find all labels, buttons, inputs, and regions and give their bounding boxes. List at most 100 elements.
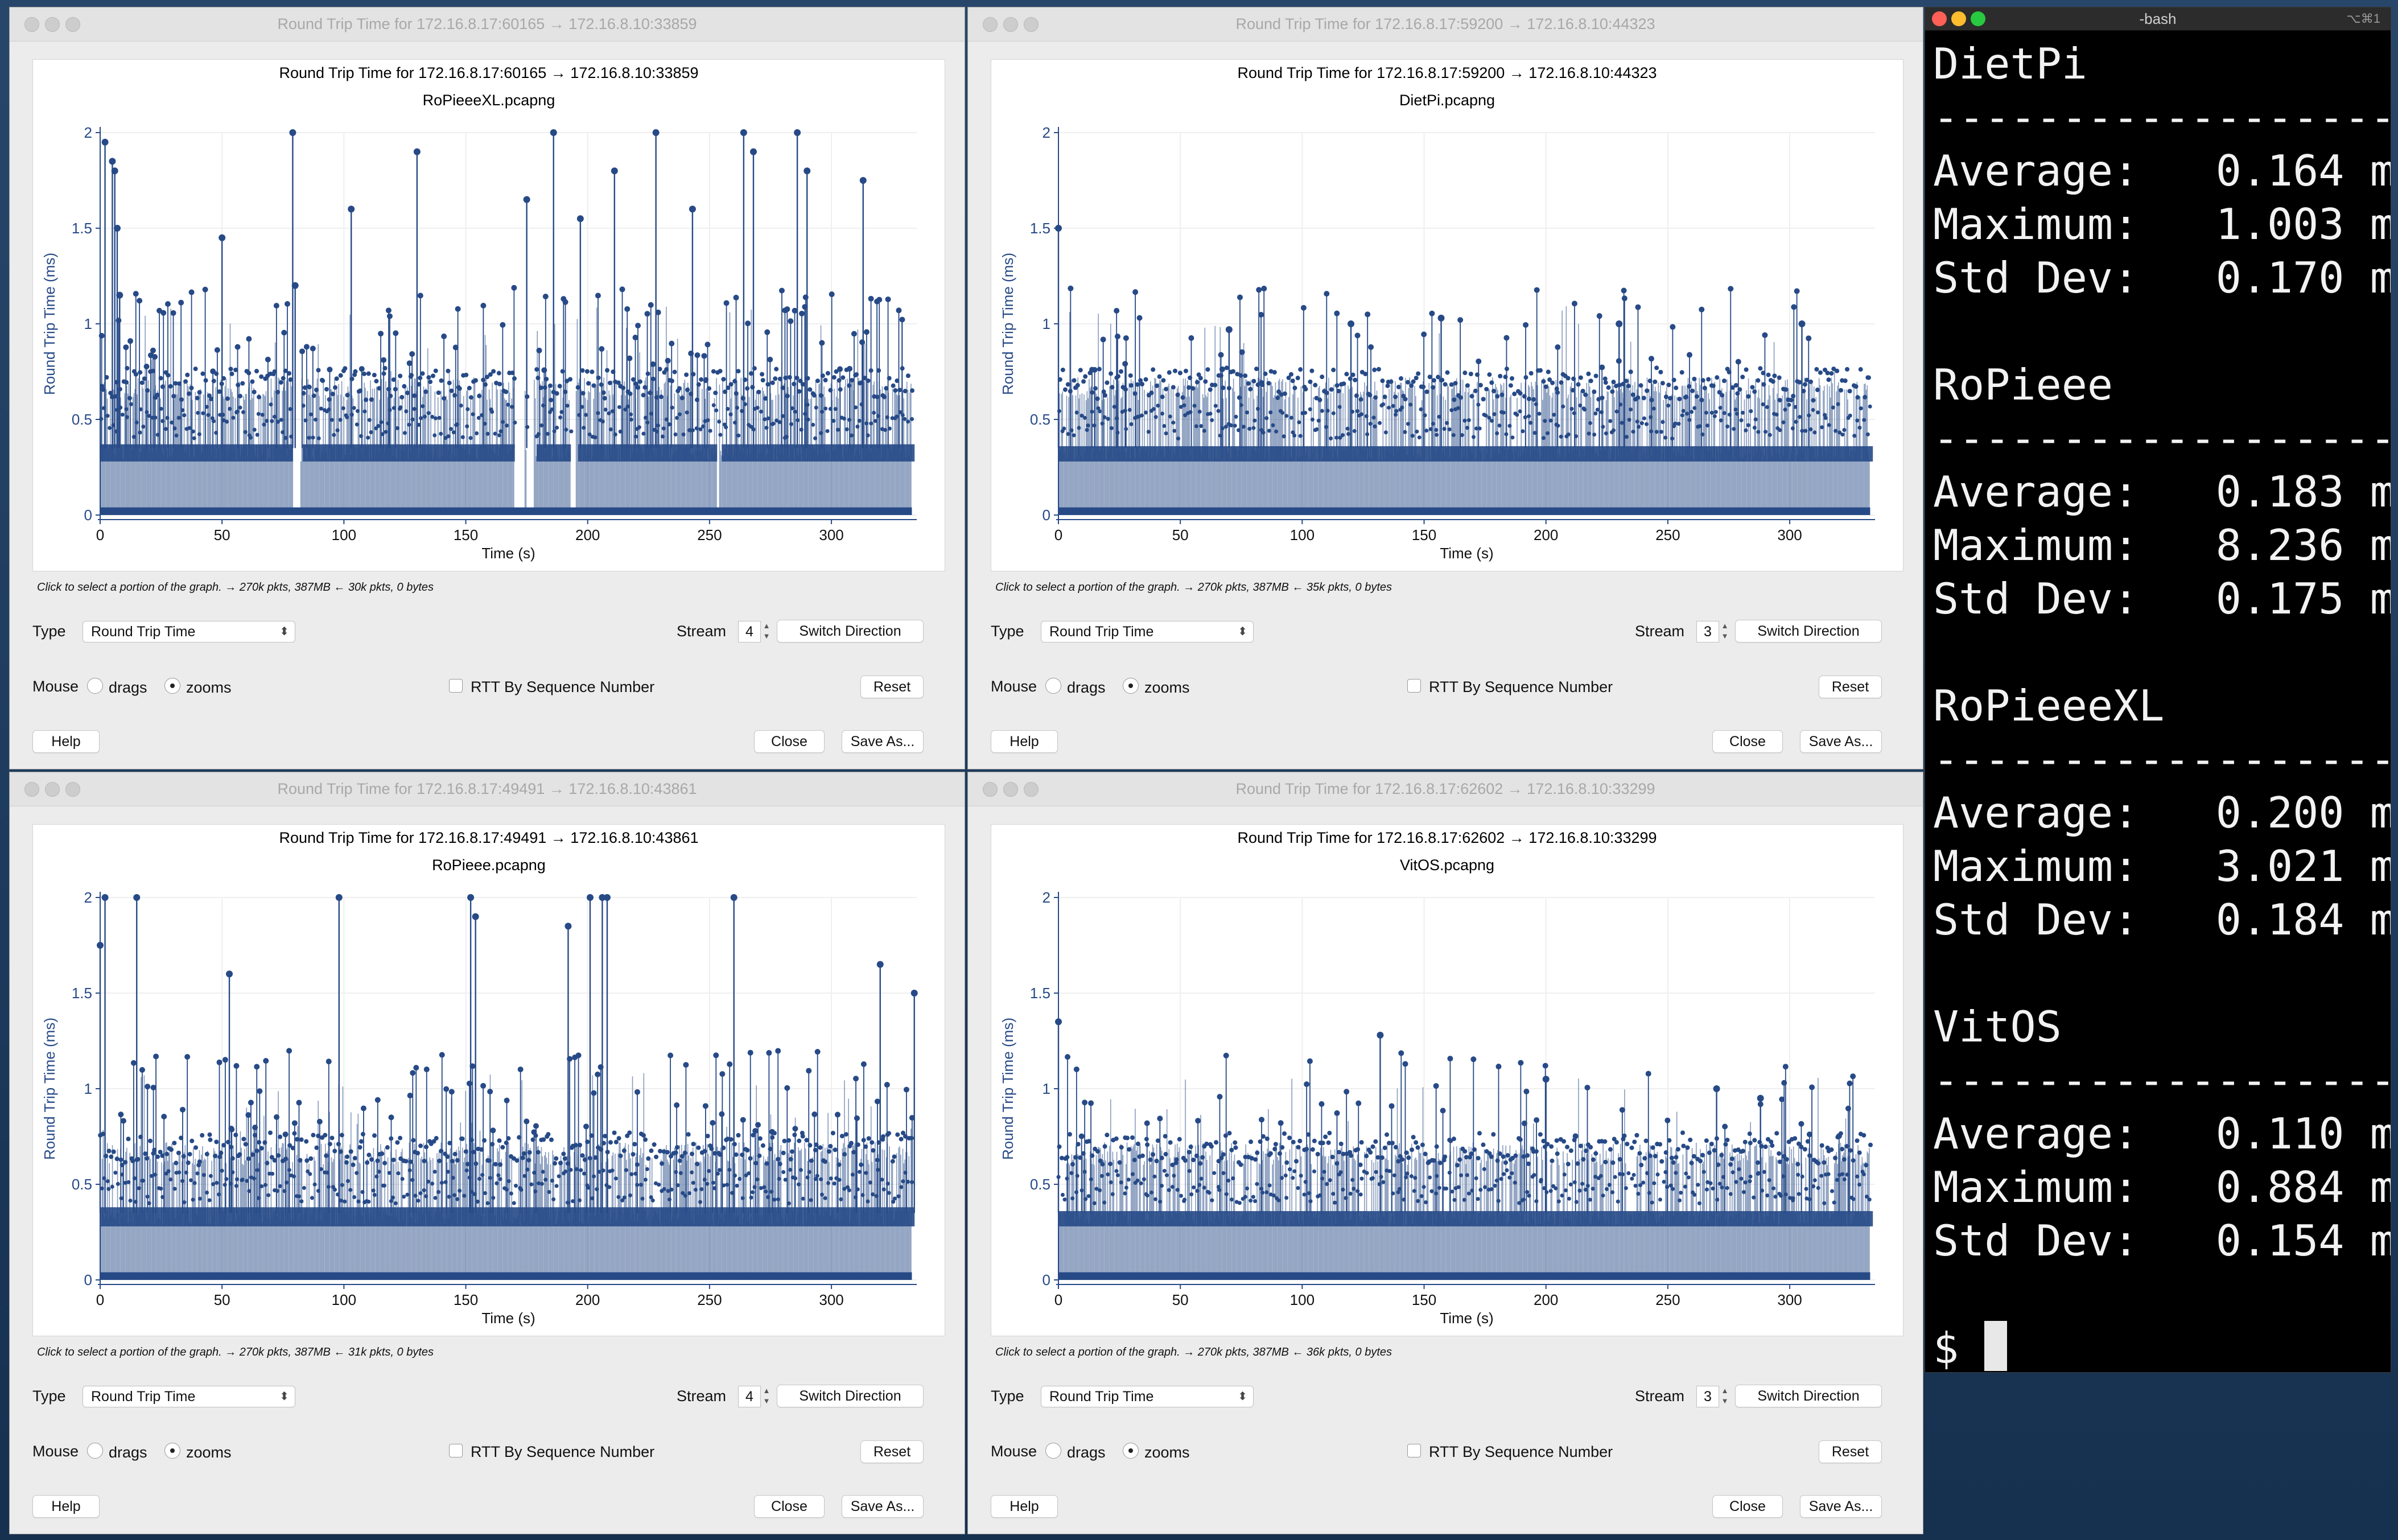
rtt-by-seq-checkbox[interactable] [1407, 679, 1421, 693]
rtt-point [629, 417, 633, 422]
window-titlebar[interactable]: Round Trip Time for 172.16.8.17:60165 → … [10, 7, 965, 42]
minimize-icon[interactable] [45, 782, 60, 797]
rtt-spike-point [111, 167, 118, 175]
rtt-base-band [139, 1207, 142, 1226]
rtt-point [1248, 386, 1253, 392]
stream-spinbox[interactable]: 3 [1696, 621, 1719, 643]
rtt-graph-window[interactable]: Round Trip Time for 172.16.8.17:60165 → … [9, 7, 965, 769]
rtt-point [1284, 414, 1289, 418]
rtt-base-band [1229, 446, 1232, 462]
stream-spinbox[interactable]: 4 [738, 621, 761, 643]
rtt-base-band [1397, 446, 1400, 462]
rtt-point [728, 382, 734, 387]
save-as-button[interactable]: Save As... [1800, 730, 1882, 753]
rtt-point [1610, 389, 1615, 394]
rtt-point [823, 377, 828, 382]
rtt-point [419, 416, 423, 421]
rtt-base-band [773, 1207, 776, 1226]
save-as-button[interactable]: Save As... [842, 730, 924, 753]
close-icon[interactable] [24, 17, 39, 32]
rtt-base-band [673, 1207, 676, 1226]
x-tick-label: 200 [575, 526, 600, 543]
rtt-graph-window[interactable]: Round Trip Time for 172.16.8.17:49491 → … [9, 772, 965, 1534]
zoom-icon[interactable] [65, 782, 80, 797]
rtt-base-band [492, 1207, 496, 1226]
rtt-point [1229, 423, 1233, 427]
rtt-base-band [558, 444, 562, 462]
rtt-base-band [263, 1207, 266, 1226]
rtt-base-band [465, 1207, 469, 1226]
zooms-radio[interactable] [164, 678, 180, 694]
reset-button[interactable]: Reset [1819, 676, 1882, 698]
reset-button[interactable]: Reset [860, 676, 924, 698]
rtt-base-band [183, 444, 186, 462]
rtt-point [197, 432, 201, 437]
rtt-point [1853, 384, 1859, 389]
rtt-base-band [846, 444, 849, 462]
stream-stepper-icon[interactable]: ▲ ▼ [1721, 621, 1729, 640]
rtt-base-band [1075, 446, 1078, 462]
rtt-point [1720, 393, 1725, 398]
minimize-icon[interactable] [45, 17, 60, 32]
rtt-point [539, 423, 544, 427]
rtt-by-seq-checkbox[interactable] [449, 679, 463, 693]
switch-direction-button[interactable]: Switch Direction [777, 620, 924, 643]
rtt-point [448, 427, 453, 431]
rtt-graph-window[interactable]: Round Trip Time for 172.16.8.17:59200 → … [967, 7, 1923, 769]
window-titlebar[interactable]: Round Trip Time for 172.16.8.17:49491 → … [10, 772, 965, 806]
rtt-base-band [665, 444, 669, 462]
rtt-base-band [422, 1207, 425, 1226]
plot-subtitle: RoPieeeXL.pcapng [422, 92, 555, 109]
window-titlebar[interactable]: Round Trip Time for 172.16.8.17:59200 → … [968, 7, 1923, 42]
switch-direction-button[interactable]: Switch Direction [1735, 620, 1882, 643]
rtt-base-band [780, 1207, 783, 1226]
minimize-icon[interactable] [1003, 17, 1018, 32]
x-tick-label: 100 [332, 1291, 356, 1308]
drags-radio[interactable] [87, 678, 103, 694]
rtt-base-band [1190, 446, 1193, 462]
rtt-point [192, 436, 196, 440]
close-button[interactable]: Close [1712, 730, 1783, 753]
rtt-point [378, 331, 384, 337]
rtt-base-band [334, 444, 337, 462]
rtt-base-band [780, 444, 783, 462]
drags-radio[interactable] [1045, 678, 1061, 694]
rtt-point [1078, 368, 1083, 373]
rtt-spike-point [740, 129, 747, 136]
rtt-point [510, 405, 514, 409]
rtt-base-band [107, 444, 110, 462]
rtt-point [1320, 374, 1325, 380]
zoom-icon[interactable] [1024, 17, 1039, 32]
rtt-plot[interactable]: Round Trip Time for 172.16.8.17:49491 → … [32, 824, 945, 1336]
help-button[interactable]: Help [991, 730, 1058, 753]
rtt-base-band [782, 444, 786, 462]
y-tick-label: 1.5 [72, 985, 92, 1002]
rtt-point [1271, 423, 1275, 427]
help-button[interactable]: Help [32, 730, 100, 753]
rtt-point [1592, 389, 1597, 394]
zooms-radio[interactable] [1123, 678, 1139, 694]
rtt-point [329, 418, 334, 422]
rtt-point [1739, 418, 1744, 423]
rtt-plot[interactable]: Round Trip Time for 172.16.8.17:59200 → … [991, 59, 1903, 571]
rtt-plot[interactable]: Round Trip Time for 172.16.8.17:60165 → … [32, 59, 945, 571]
rtt-base-band [1709, 446, 1712, 462]
rtt-point [1132, 289, 1139, 295]
rtt-point [766, 416, 771, 421]
close-icon[interactable] [24, 782, 39, 797]
zoom-icon[interactable] [65, 17, 80, 32]
close-icon[interactable] [983, 17, 998, 32]
rtt-point [656, 423, 661, 428]
rtt-point [631, 377, 636, 382]
type-select[interactable]: Round Trip Time ⬍ [1041, 621, 1254, 643]
rtt-point [1060, 367, 1065, 372]
type-select[interactable]: Round Trip Time ⬍ [83, 621, 295, 643]
rtt-base-band [1509, 446, 1513, 462]
rtt-point [153, 415, 158, 420]
rtt-point [677, 412, 682, 417]
close-button[interactable]: Close [754, 730, 825, 753]
stream-stepper-icon[interactable]: ▲ ▼ [763, 621, 771, 640]
